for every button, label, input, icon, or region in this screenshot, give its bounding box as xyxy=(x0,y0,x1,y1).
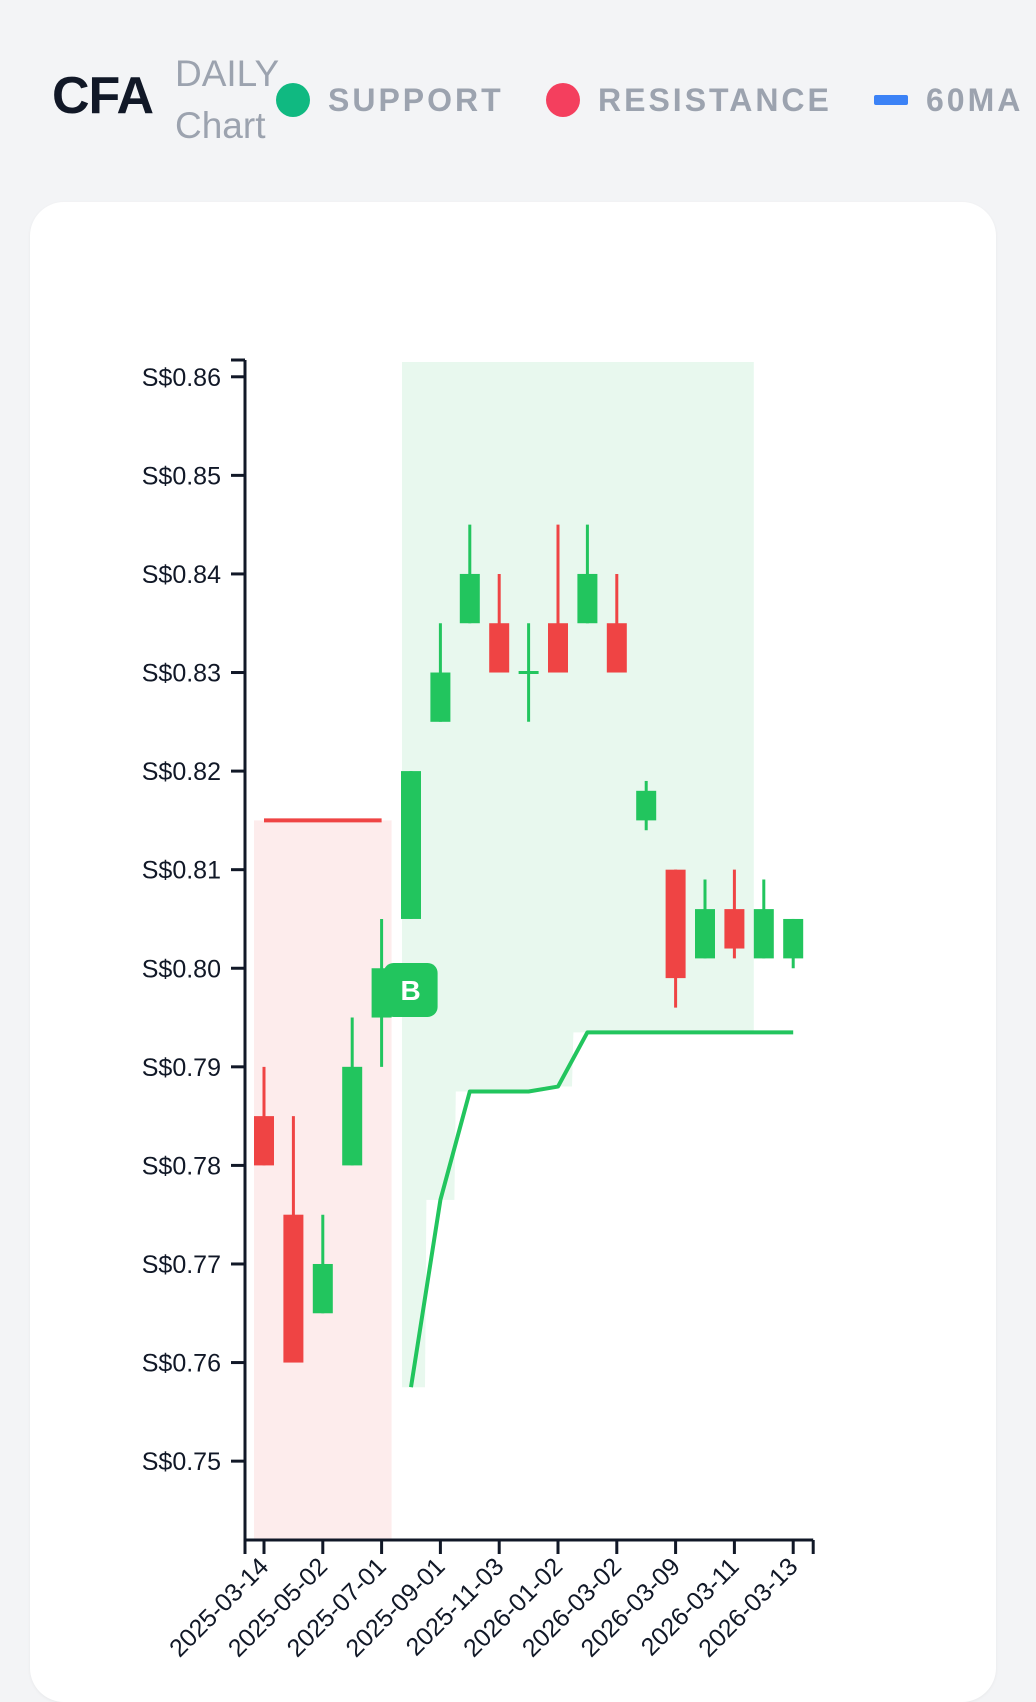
y-tick-label: S$0.77 xyxy=(142,1251,221,1279)
chart-period: DAILY Chart xyxy=(175,48,279,152)
candle-body xyxy=(724,909,745,949)
candle-body xyxy=(636,790,657,821)
y-tick-label: S$0.80 xyxy=(142,955,221,983)
candle-body xyxy=(577,573,598,624)
candle-body xyxy=(606,623,627,673)
buy-marker xyxy=(383,962,438,1017)
candle-body xyxy=(548,623,568,673)
legend-60ma-label: 60MA xyxy=(926,81,1024,118)
header: CFA DAILY Chart SUPPORT RESISTANCE 60MA xyxy=(0,0,1036,180)
legend-support[interactable]: SUPPORT xyxy=(276,78,504,122)
legend-60ma[interactable]: 60MA xyxy=(874,78,1023,122)
candle-body xyxy=(342,1066,363,1166)
period-line-1: DAILY xyxy=(175,53,280,94)
period-line-2: Chart xyxy=(175,105,266,146)
candle-body xyxy=(695,909,715,959)
candle-body xyxy=(312,1263,333,1314)
resistance-zone xyxy=(254,820,392,1540)
y-tick-label: S$0.84 xyxy=(142,561,221,589)
candle-body xyxy=(665,869,686,979)
chart-card: S$0.75 S$0.76 S$0.77 S$0.78 S$0.79 S$0.80 S$0.… xyxy=(30,202,996,1702)
support-zone xyxy=(402,362,754,1388)
y-tick-label: S$0.78 xyxy=(142,1152,221,1180)
candle-body xyxy=(283,1214,304,1363)
legend-resistance-label: RESISTANCE xyxy=(598,81,832,118)
ticker-symbol: CFA xyxy=(52,67,154,125)
y-tick-label: S$0.75 xyxy=(142,1448,221,1476)
candle-body xyxy=(489,623,510,673)
y-tick-label: S$0.85 xyxy=(142,462,221,490)
buy-marker-label: B xyxy=(400,975,420,1006)
y-tick-label: S$0.76 xyxy=(142,1350,221,1378)
ma60-line xyxy=(409,1030,794,1388)
legend-support-label: SUPPORT xyxy=(328,81,504,118)
y-tick-label: S$0.79 xyxy=(142,1054,221,1082)
y-tick-label: S$0.82 xyxy=(142,758,221,786)
candle-body xyxy=(783,918,804,959)
candle-body xyxy=(459,573,480,624)
resistance-dot-icon xyxy=(546,83,580,117)
candlestick-chart: S$0.75 S$0.76 S$0.77 S$0.78 S$0.79 S$0.80 S$0.… xyxy=(142,358,815,1663)
ma-line-icon xyxy=(874,95,908,105)
candle-body xyxy=(254,1116,274,1166)
candle-body xyxy=(430,672,451,722)
y-tick-label: S$0.83 xyxy=(142,660,221,688)
legend-resistance[interactable]: RESISTANCE xyxy=(546,78,832,122)
candle-body xyxy=(401,771,421,919)
candle-body xyxy=(753,909,774,959)
y-tick-label: S$0.86 xyxy=(142,364,221,392)
support-dot-icon xyxy=(276,83,310,117)
y-tick-label: S$0.81 xyxy=(142,857,221,885)
